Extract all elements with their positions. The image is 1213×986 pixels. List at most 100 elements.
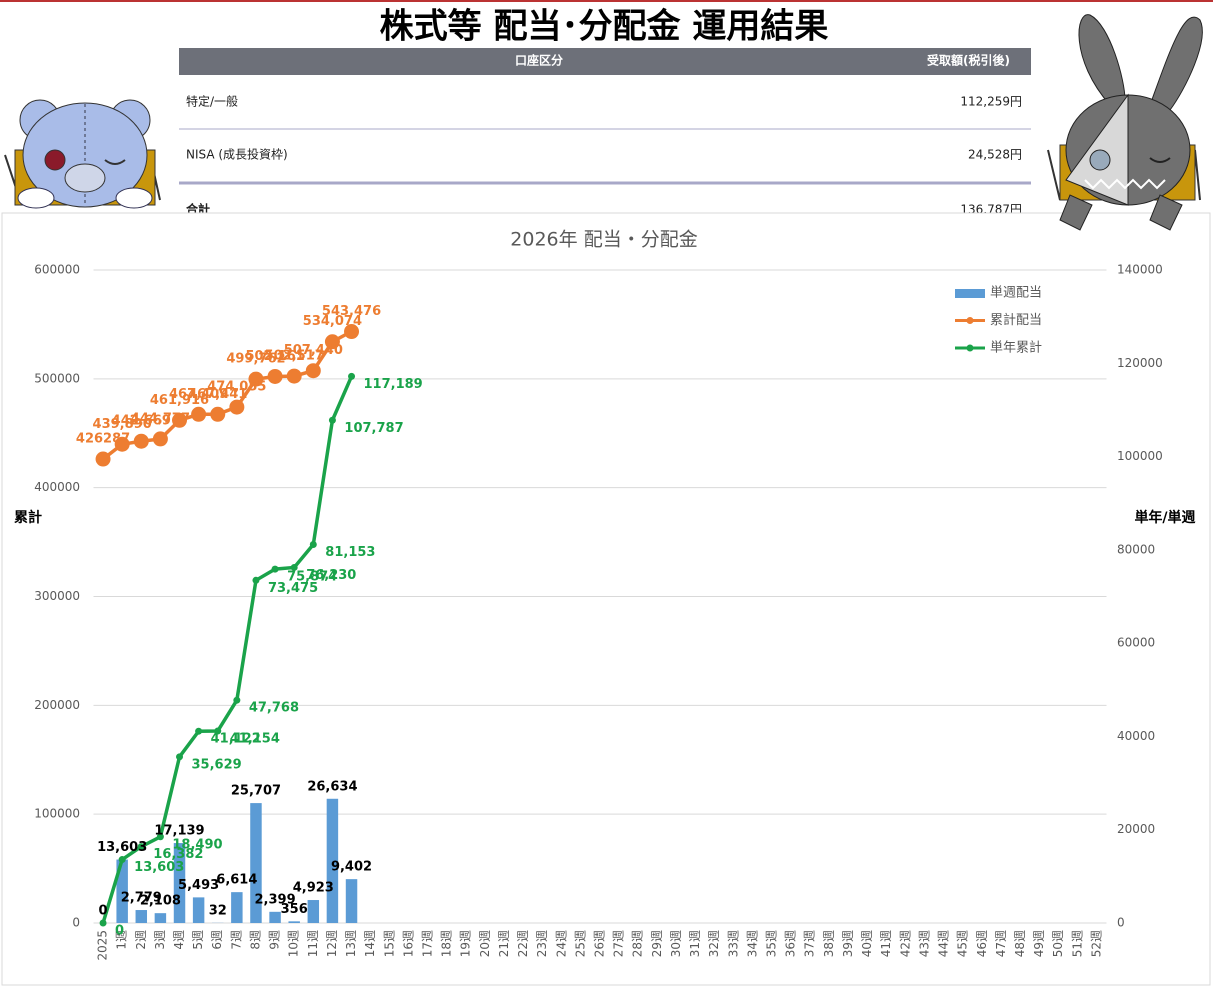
bar xyxy=(345,879,358,923)
x-tick-label: 11週 xyxy=(306,930,320,957)
y2-tick-label: 120000 xyxy=(1117,356,1163,370)
point-marker xyxy=(210,406,226,422)
legend-label: 単年累計 xyxy=(990,340,1042,356)
legend-label: 単週配当 xyxy=(990,285,1042,301)
x-tick-label: 45週 xyxy=(956,930,970,957)
x-tick-label: 13週 xyxy=(344,930,358,957)
point-marker xyxy=(176,753,184,761)
bar xyxy=(173,843,186,923)
x-tick-label: 44週 xyxy=(937,930,951,957)
data-label: 9,402 xyxy=(331,860,372,875)
point-marker xyxy=(324,334,340,350)
x-tick-label: 14週 xyxy=(363,930,377,957)
y-tick-label: 500000 xyxy=(34,371,80,385)
point-marker xyxy=(344,324,360,340)
x-tick-label: 52週 xyxy=(1089,930,1103,957)
x-tick-label: 2025 xyxy=(96,930,110,961)
data-label: 2,779 xyxy=(121,891,162,906)
point-marker xyxy=(214,727,222,735)
data-label: 5,493 xyxy=(178,878,219,893)
point-marker xyxy=(95,451,111,467)
point-marker xyxy=(195,727,203,735)
bar xyxy=(326,798,339,923)
legend-swatch xyxy=(966,317,974,324)
data-label: 13,603 xyxy=(97,840,147,855)
x-tick-label: 28週 xyxy=(631,930,645,957)
data-label: 76,230 xyxy=(306,568,356,583)
point-marker xyxy=(248,371,264,387)
data-label: 474,055 xyxy=(207,380,266,395)
data-label: 442,669 xyxy=(112,414,171,429)
x-tick-label: 33週 xyxy=(726,930,740,957)
bar xyxy=(288,921,300,923)
data-label: 543,476 xyxy=(322,304,381,319)
column-header: 口座区分 xyxy=(515,53,563,68)
chart-panel xyxy=(1,212,1211,986)
y2-tick-label: 100000 xyxy=(1117,449,1163,463)
bar xyxy=(250,803,262,923)
bar xyxy=(192,897,205,923)
data-label: 16,382 xyxy=(153,847,203,862)
y-tick-label: 0 xyxy=(72,916,80,930)
data-label: 467,409 xyxy=(169,387,228,402)
x-tick-label: 22週 xyxy=(516,930,530,957)
point-marker xyxy=(290,563,298,571)
x-tick-label: 21週 xyxy=(497,930,511,957)
x-tick-label: 24週 xyxy=(554,930,568,957)
data-label: 426287 xyxy=(76,432,130,447)
x-tick-label: 18週 xyxy=(440,930,454,957)
data-label: 81,153 xyxy=(325,545,375,560)
data-label: 73,475 xyxy=(268,581,318,596)
x-tick-label: 48週 xyxy=(1013,930,1027,957)
y2-tick-label: 140000 xyxy=(1117,263,1163,277)
x-tick-label: 31週 xyxy=(688,930,702,957)
point-marker xyxy=(309,540,317,548)
x-tick-label: 9週 xyxy=(268,930,282,950)
x-tick-label: 27週 xyxy=(612,930,626,957)
x-tick-label: 12週 xyxy=(325,930,339,957)
x-tick-label: 36週 xyxy=(784,930,798,957)
x-tick-label: 25週 xyxy=(573,930,587,957)
x-tick-label: 38週 xyxy=(822,930,836,957)
x-tick-label: 47週 xyxy=(994,930,1008,957)
point-marker xyxy=(348,372,356,380)
x-tick-label: 26週 xyxy=(593,930,607,957)
bar xyxy=(269,911,281,923)
y2-tick-label: 20000 xyxy=(1117,822,1155,836)
y-tick-label: 200000 xyxy=(34,698,80,712)
data-label: 117,189 xyxy=(364,377,423,392)
data-label: 502,517 xyxy=(265,349,324,364)
point-marker xyxy=(305,363,321,379)
table-cell: 特定/一般 xyxy=(186,94,238,109)
data-label: 18,490 xyxy=(172,837,222,852)
point-marker xyxy=(152,431,168,447)
point-marker xyxy=(137,843,145,851)
point-marker xyxy=(114,436,130,452)
data-label: 41,154 xyxy=(230,732,280,747)
y2-tick-label: 0 xyxy=(1117,916,1125,930)
data-label: 444,777 xyxy=(131,411,190,426)
table-cell: NISA (成長投資枠) xyxy=(186,147,288,162)
data-label: 0 xyxy=(115,924,124,939)
x-tick-label: 15週 xyxy=(382,930,396,957)
data-label: 499,762 xyxy=(226,352,285,367)
bar xyxy=(116,859,128,923)
x-tick-label: 42週 xyxy=(898,930,912,957)
legend-label: 累計配当 xyxy=(990,312,1042,328)
page-title: 株式等 配当･分配金 運用結果 xyxy=(380,7,829,47)
x-tick-label: 35週 xyxy=(765,930,779,957)
data-label: 41,122 xyxy=(211,732,261,747)
point-marker xyxy=(191,406,207,422)
x-tick-label: 7週 xyxy=(229,930,243,950)
point-marker xyxy=(156,833,164,841)
point-marker xyxy=(118,856,126,864)
point-marker xyxy=(328,416,336,424)
x-tick-label: 1週 xyxy=(115,930,129,950)
y2-tick-label: 40000 xyxy=(1117,729,1155,743)
legend-swatch xyxy=(955,289,985,298)
x-tick-label: 46週 xyxy=(975,930,989,957)
data-label: 502,161 xyxy=(245,349,304,364)
point-marker xyxy=(286,368,302,384)
